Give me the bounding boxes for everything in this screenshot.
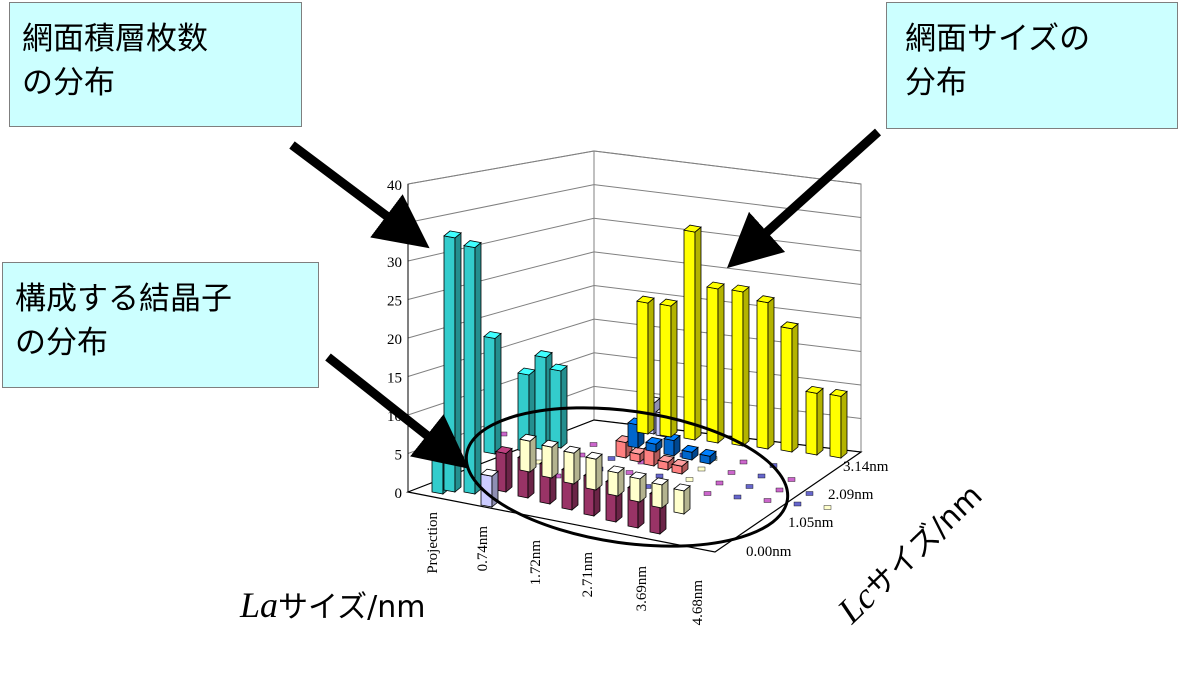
la-projection-bar (829, 388, 848, 459)
la-projection-bar (756, 295, 775, 450)
gridline-right (593, 150, 862, 185)
floor-marker (733, 494, 742, 500)
gridline-right (593, 251, 862, 285)
crystallite-bar (671, 458, 689, 475)
callout-stack-line1: 網面積層枚数 (22, 21, 208, 57)
floor-marker (715, 480, 724, 486)
arrow-stack (289, 141, 430, 249)
crystallite-bar (673, 483, 691, 515)
gridline-left (407, 217, 595, 262)
floor-marker (793, 501, 802, 507)
callout-size-line1: 網面サイズの (905, 21, 1091, 57)
la-projection-bar (706, 281, 725, 444)
callout-stack-count: 網面積層枚数 の分布 (9, 2, 302, 127)
gridline-left (407, 184, 595, 223)
lc-projection-bar (549, 363, 568, 449)
crystallite-bar (495, 446, 513, 493)
la-axis-ticks: Projection 0.74nm 1.72nm 2.71nm 3.69nm 4.68nm (425, 512, 706, 626)
floor-marker (805, 491, 814, 496)
callout-size-line2: 分布 (905, 65, 967, 101)
callout-crystallite: 構成する結晶子 の分布 (2, 262, 319, 388)
la-axis-title: Laサイズ/nm (239, 585, 425, 625)
floor-marker (763, 498, 772, 503)
z-tick-label: 15 (387, 371, 402, 387)
z-tick-label: 5 (395, 448, 403, 464)
floor-marker (655, 473, 664, 479)
floor-marker (685, 477, 694, 482)
floor-marker (697, 466, 706, 472)
crystallite-bar (563, 445, 581, 485)
floor-marker (607, 456, 616, 461)
la-projection-bar (636, 295, 655, 435)
crystallite-bar (681, 444, 699, 461)
lc-tick-label: 0.00nm (746, 544, 792, 560)
z-tick-label: 20 (387, 332, 402, 348)
z-tick-label: 25 (387, 294, 402, 310)
lc-tick-label: 3.14nm (843, 459, 889, 475)
floor-marker (775, 487, 784, 493)
gridline-left (407, 150, 595, 185)
la-projection-bar (659, 298, 678, 438)
la-tick-label: Projection (425, 512, 441, 574)
callout-sheet-size: 網面サイズの 分布 (886, 2, 1178, 129)
floor-marker (739, 459, 748, 465)
la-projection-bar (683, 224, 702, 441)
floor-marker (589, 442, 598, 447)
crystallite-bar (585, 451, 603, 491)
z-tick-label: 40 (387, 178, 402, 194)
arrow-size (726, 128, 882, 269)
la-tick-label: 4.68nm (690, 580, 706, 626)
floor-marker (625, 470, 634, 475)
la-projection-bar (731, 284, 750, 447)
la-tick-label: 0.74nm (475, 526, 491, 572)
crystallite-bar (607, 465, 625, 497)
crystallite-bar (541, 439, 559, 479)
la-tick-label: 1.72nm (528, 540, 544, 586)
gridline-left (407, 285, 595, 339)
floor-marker (727, 470, 736, 475)
gridline-right (593, 285, 862, 319)
lc-tick-label: 1.05nm (788, 515, 834, 531)
gridline-right (593, 184, 862, 218)
lc-projection-bar (483, 331, 502, 455)
crystallite-bar (651, 477, 669, 509)
la-tick-label: 2.71nm (580, 552, 596, 598)
crystallite-bar (519, 433, 537, 473)
crystallite-bar (645, 436, 663, 453)
la-title-italic: La (239, 585, 278, 625)
arrow-crystallite (325, 353, 470, 469)
callout-cryst-line1: 構成する結晶子 (15, 281, 232, 317)
la-tick-label: 3.69nm (634, 566, 650, 612)
crystallite-bar (657, 454, 675, 471)
floor-marker (787, 477, 796, 482)
lc-tick-label: 2.09nm (828, 487, 874, 503)
lc-projection-bar (534, 350, 553, 451)
lc-title-rest: サイズ/nm (859, 478, 989, 606)
lc-axis-ticks: 0.00nm 1.05nm 2.09nm 3.14nm (746, 459, 889, 560)
floor-marker (703, 491, 712, 496)
floor-marker (823, 505, 832, 510)
crystallite-bar (699, 448, 717, 465)
callout-cryst-line2: の分布 (15, 325, 108, 361)
la-projection-bar (780, 321, 799, 453)
gridline-left (407, 251, 595, 300)
callout-stack-line2: の分布 (22, 65, 115, 101)
lc-projection-bar (463, 240, 482, 495)
floor-marker (757, 473, 766, 479)
la-title-rest: サイズ/nm (278, 590, 425, 625)
crystallite-bar (629, 471, 647, 503)
la-projection-bar (805, 385, 824, 456)
floor-marker (745, 484, 754, 489)
z-tick-label: 0 (395, 486, 403, 502)
z-tick-label: 30 (387, 255, 402, 271)
